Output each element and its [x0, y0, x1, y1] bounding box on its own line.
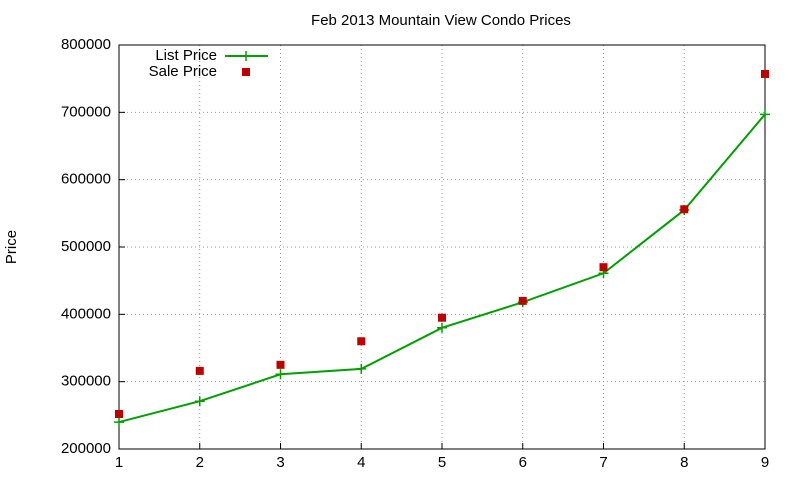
marker	[438, 313, 446, 322]
x-tick-label: 5	[438, 454, 446, 471]
marker	[115, 409, 123, 418]
marker	[760, 109, 770, 120]
y-tick-label: 600000	[61, 171, 111, 188]
marker	[357, 337, 366, 346]
marker	[680, 205, 689, 214]
marker	[195, 366, 204, 375]
plot-frame	[118, 44, 766, 450]
marker	[241, 51, 251, 61]
x-tick-label: 2	[196, 454, 204, 471]
y-axis-label: Price	[3, 230, 20, 264]
marker	[114, 417, 124, 428]
y-tick-label: 700000	[61, 103, 111, 120]
marker	[599, 263, 608, 272]
marker	[242, 68, 250, 76]
y-tick-label: 800000	[61, 36, 111, 53]
marker	[761, 69, 769, 78]
legend-label: List Price	[155, 47, 217, 64]
marker	[518, 296, 527, 305]
x-tick-label: 6	[519, 454, 527, 471]
x-tick-label: 8	[680, 454, 688, 471]
y-tick-label: 300000	[61, 373, 111, 390]
y-tick-label: 500000	[61, 238, 111, 255]
marker	[276, 360, 285, 369]
y-tick-label: 400000	[61, 305, 111, 322]
x-tick-label: 4	[357, 454, 365, 471]
x-tick-label: 1	[115, 454, 123, 471]
marker	[356, 363, 367, 374]
chart-title: Feb 2013 Mountain View Condo Prices	[311, 12, 571, 29]
x-tick-label: 3	[276, 454, 284, 471]
legend-label: Sale Price	[149, 63, 217, 80]
marker	[194, 396, 205, 407]
x-tick-label: 7	[599, 454, 607, 471]
marker	[275, 369, 286, 380]
y-tick-label: 200000	[61, 440, 111, 457]
line	[118, 113, 766, 424]
x-tick-label: 9	[761, 454, 769, 471]
marker	[437, 322, 447, 333]
